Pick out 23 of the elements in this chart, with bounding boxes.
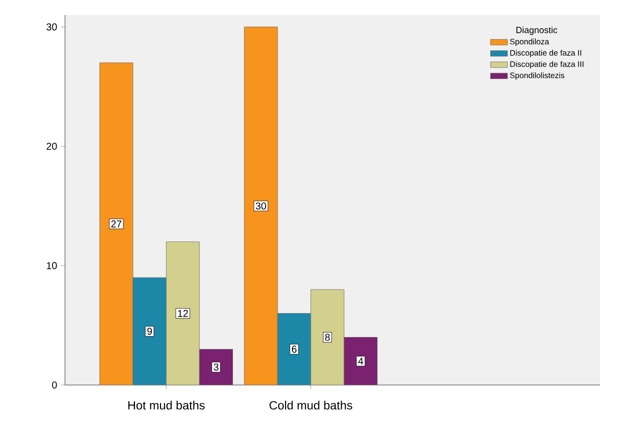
bar <box>344 337 378 385</box>
x-tick-label: Hot mud baths <box>128 400 205 410</box>
data-label: 30 <box>256 202 266 210</box>
data-label: 4 <box>358 358 364 365</box>
y-tick-label: 10 <box>46 262 57 270</box>
y-tick-label: 20 <box>46 142 57 150</box>
y-tick-label: 0 <box>52 381 57 389</box>
bar <box>132 277 166 385</box>
data-label: 12 <box>178 310 188 317</box>
bar <box>166 242 200 385</box>
data-label: 9 <box>147 328 152 335</box>
bar <box>199 348 233 385</box>
data-label: 3 <box>214 364 218 371</box>
bar <box>310 289 344 385</box>
bar <box>100 62 134 385</box>
y-tick-label: 30 <box>46 23 57 30</box>
data-label: 6 <box>292 346 297 353</box>
legend-title: Diagnostic <box>516 26 558 35</box>
bar <box>244 26 278 385</box>
x-tick-label: Cold mud baths <box>270 400 352 410</box>
bar <box>277 313 312 385</box>
data-label: 27 <box>111 220 122 228</box>
data-label: 8 <box>325 334 330 341</box>
